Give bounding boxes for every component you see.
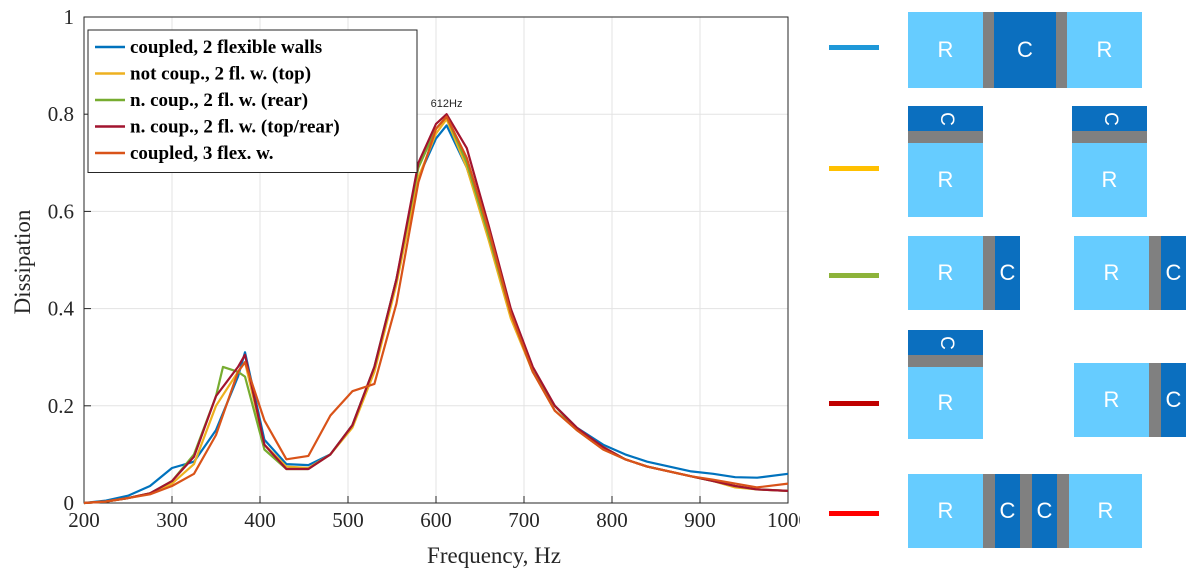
- series-line-5: [83, 115, 789, 505]
- wall-block: [983, 12, 994, 88]
- legend-box: [87, 29, 418, 173]
- grid-lines: [83, 16, 789, 504]
- y-tick-label: 0.6: [48, 199, 74, 223]
- x-tick-label: 700: [508, 508, 540, 532]
- x-tick-label: 500: [332, 508, 364, 532]
- cavity-block: C: [1032, 474, 1057, 548]
- wall-block: [1072, 131, 1147, 143]
- peak-annotation: 612Hz: [431, 98, 463, 110]
- room-block: R: [908, 474, 983, 548]
- wall-block: [1056, 12, 1067, 88]
- x-tick-label: 200: [68, 508, 100, 532]
- config-line-4: [829, 401, 879, 406]
- room-block: R: [908, 367, 983, 439]
- cavity-block: C: [995, 236, 1020, 310]
- wall-block: [1057, 474, 1069, 548]
- x-axis-label: Frequency, Hz: [427, 543, 561, 568]
- cavity-block: C: [908, 330, 983, 355]
- cavity-block: C: [994, 12, 1056, 88]
- room-block: R: [1067, 12, 1142, 88]
- y-tick-label: 0.2: [48, 394, 74, 418]
- wall-block: [1149, 236, 1161, 310]
- x-tick-label: 300: [156, 508, 188, 532]
- y-axis-ticks: 0 0.2 0.4 0.6 0.8 1: [48, 5, 91, 515]
- x-tick-label: 800: [596, 508, 628, 532]
- legend: coupled, 2 flexible walls not coup., 2 fl…: [87, 29, 418, 173]
- legend-entry: coupled, 2 flexible walls: [130, 37, 322, 58]
- x-tick-label: 400: [244, 508, 276, 532]
- cavity-block: C: [1072, 106, 1147, 131]
- legend-entry: n. coup., 2 fl. w. (top/rear): [130, 117, 340, 138]
- y-tick-label: 0.8: [48, 102, 74, 126]
- y-tick-label: 0: [64, 491, 75, 515]
- y-tick-label: 1: [64, 5, 75, 29]
- cavity-block: C: [1161, 363, 1186, 437]
- room-block: R: [1072, 143, 1147, 217]
- legend-entry: n. coup., 2 fl. w. (rear): [130, 90, 308, 111]
- legend-entry: coupled, 3 flex. w.: [130, 143, 274, 164]
- cavity-block: C: [995, 474, 1020, 548]
- room-block: R: [1074, 363, 1149, 437]
- room-block: R: [1074, 236, 1149, 310]
- y-tick-label: 0.4: [48, 297, 75, 321]
- config-line-2: [829, 166, 879, 171]
- wall-block: [908, 131, 983, 143]
- room-block: R: [1069, 474, 1142, 548]
- x-tick-label: 900: [684, 508, 716, 532]
- x-tick-label: 600: [420, 508, 452, 532]
- config-line-3: [829, 273, 879, 278]
- legend-entry: not coup., 2 fl. w. (top): [130, 64, 311, 85]
- wall-block: [908, 355, 983, 367]
- y-axis-label: Dissipation: [10, 209, 35, 314]
- room-block: R: [908, 12, 983, 88]
- wall-block: [1020, 474, 1032, 548]
- wall-block: [1149, 363, 1161, 437]
- room-block: R: [908, 236, 983, 310]
- cavity-block: C: [908, 106, 983, 131]
- wall-block: [983, 236, 995, 310]
- wall-block: [983, 474, 995, 548]
- config-line-5: [829, 511, 879, 516]
- config-line-1: [829, 45, 879, 50]
- cavity-block: C: [1161, 236, 1186, 310]
- series-lines: [83, 113, 789, 505]
- room-block: R: [908, 143, 983, 217]
